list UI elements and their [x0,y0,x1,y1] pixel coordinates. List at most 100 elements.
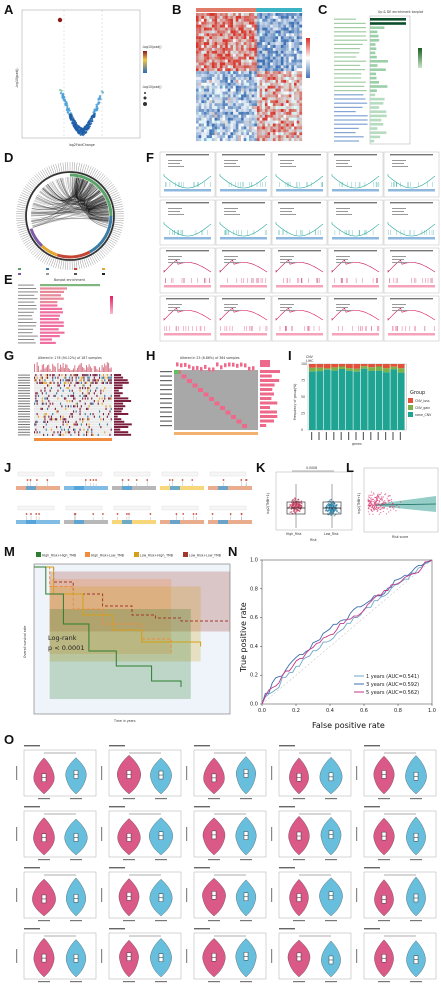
panel-a-volcano: log2FoldChange -log10(padj) -log10(padj)… [14,8,164,148]
oncoplot-cell [82,397,84,400]
heatmap-cell [241,132,244,136]
oncoplot-cell [67,405,69,408]
k-jitter-point [294,497,296,499]
heatmap-cell [246,47,250,51]
oncoplot-cell [91,433,93,436]
gene-name-line [18,403,30,405]
heatmap-cell [227,129,231,133]
oncoplot-cell [97,379,99,382]
heatmap-cell [198,50,202,54]
circos-tick [20,233,30,238]
heatmap-cell [196,27,199,31]
oncoplot-cell [70,405,72,408]
l-point [388,500,390,502]
heatmap-cell [201,74,205,78]
heatmap-cell [296,117,300,121]
heatmap-cell [209,123,212,127]
heatmap-cell [203,109,207,113]
tmb-bar [60,364,61,372]
oncoplot-cell [110,376,112,379]
heatmap-cell [217,36,220,40]
oncoplot-cell [109,405,111,408]
circos-link [30,195,104,216]
gene-freq-bar [260,401,278,405]
violin-panel-title-line [279,867,295,869]
heatmap-cell [217,109,220,113]
roc-xtick-label: 0.0 [258,708,266,714]
heatmap-cell [294,79,297,83]
tmb-bar [106,362,108,372]
heatmap-cell [278,100,281,104]
heatmap-cell [267,18,271,22]
oncoplot-cell [87,407,89,410]
heatmap-cell [264,100,268,104]
heatmap-cell [217,126,220,130]
l-point [385,502,387,505]
heatmap-cell [262,42,265,46]
heatmap-cell [217,13,220,17]
heatmap-cell [198,79,202,83]
oncoplot-cell [78,381,80,384]
heatmap-cell [233,30,236,34]
heatmap-cell [196,77,199,81]
heatmap-cell [196,126,199,130]
heatmap-cell [278,27,281,31]
heatmap-cell [288,106,292,110]
gsea-stat-line [168,262,184,263]
heatmap-cell [235,106,239,110]
protein-domain [170,486,180,490]
cnv-gene-label-line [392,432,394,440]
enrichment-bar [370,97,385,101]
k-jitter-point [330,509,332,511]
heatmap-cell [241,56,244,60]
heatmap-cell [280,103,284,107]
k-jitter-point [325,505,328,507]
heatmap-cell [222,74,226,78]
heatmap-cell [278,91,281,95]
gsea-title-line [222,202,265,204]
k-jitter-point [328,512,330,514]
circos-tick [113,208,124,211]
heatmap-cell [294,91,297,95]
heatmap-cell [201,27,205,31]
heatmap-cell [256,62,260,66]
enrichment-bar [370,106,380,109]
heatmap-cell [217,24,220,28]
heatmap-cell [230,59,234,63]
tmb-bar [180,363,183,368]
heatmap-cell [235,13,239,17]
heatmap-cell [251,65,255,69]
heatmap-cell [272,68,276,72]
term-label-line [334,18,356,20]
volcano-point [77,130,80,133]
volcano-point [71,122,73,124]
heatmap-cell [280,68,284,72]
oncoplot-cell [100,418,102,421]
heatmap-cell [209,56,212,60]
heatmap-cell [233,138,236,142]
heatmap-cell [278,50,281,54]
heatmap-cell [283,30,287,34]
gsea-stat-line [280,166,296,167]
tmb-bar [184,362,187,367]
heatmap-cell [251,77,255,81]
heatmap-cell [246,56,250,60]
heatmap-cell [238,36,242,40]
oncoplot-cell [86,431,88,434]
enrichment-bar [370,47,377,50]
oncoplot-cell [34,379,36,382]
heatmap-cell [259,109,263,113]
oncoplot-cell [37,415,39,418]
tmb-bar [105,365,107,372]
roc-curve [261,559,433,705]
protein-domain-track [160,520,204,524]
l-point [375,501,377,503]
heatmap-cell [246,132,250,136]
oncoplot-row [34,426,112,429]
heatmap-cell [259,138,263,142]
heatmap-cell [291,85,295,89]
gsea-stat-line [392,304,406,305]
heatmap-cell [283,45,287,49]
heatmap-cell [272,114,276,118]
heatmap-cell [278,120,281,124]
